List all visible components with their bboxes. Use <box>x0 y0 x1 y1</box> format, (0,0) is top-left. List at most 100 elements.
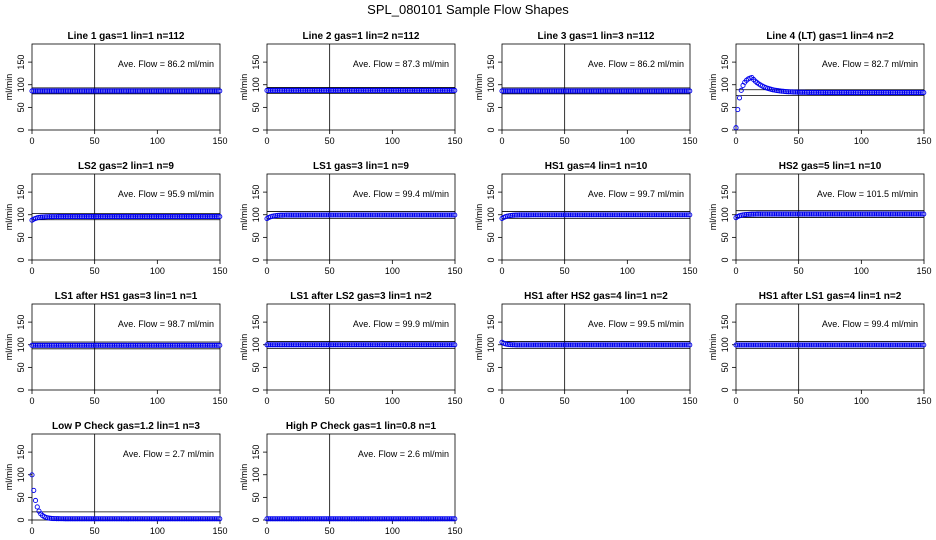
data-point <box>669 342 675 348</box>
data-point <box>842 342 848 348</box>
y-axis-label: ml/min <box>239 204 249 231</box>
data-point <box>373 87 379 94</box>
data-point <box>143 88 149 94</box>
data-point <box>374 516 381 522</box>
data-point <box>529 342 535 348</box>
data-point <box>357 87 363 94</box>
data-point <box>136 214 142 220</box>
data-point <box>636 88 642 94</box>
data-point <box>687 88 693 94</box>
data-point <box>301 212 307 218</box>
data-point <box>627 88 633 94</box>
data-point <box>791 89 797 95</box>
average-flow-annotation: Ave. Flow = 99.4 ml/min <box>822 319 918 329</box>
data-point <box>99 88 105 94</box>
data-point <box>325 212 331 218</box>
data-point <box>678 342 684 348</box>
data-point <box>132 88 139 94</box>
data-point <box>215 88 221 94</box>
data-point <box>203 214 209 220</box>
data-point <box>611 88 617 94</box>
data-point <box>301 516 307 522</box>
plot-frame <box>266 43 456 131</box>
data-point <box>422 516 428 522</box>
data-point <box>775 342 781 348</box>
data-point <box>68 214 74 220</box>
data-point <box>632 88 638 94</box>
data-point <box>348 342 354 348</box>
data-point <box>738 342 744 348</box>
data-point <box>392 342 398 348</box>
data-point <box>143 516 149 522</box>
data-point <box>838 211 844 217</box>
data-point <box>901 211 907 217</box>
data-point <box>573 342 579 348</box>
data-point <box>814 342 820 348</box>
data-point <box>73 516 79 522</box>
data-point <box>592 212 598 218</box>
x-tick-label: 0 <box>29 136 34 146</box>
data-point <box>555 88 561 94</box>
data-point <box>886 90 892 96</box>
data-point <box>80 342 86 348</box>
data-point <box>127 88 133 94</box>
y-tick-label: 100 <box>486 77 496 92</box>
chart-panel: LS1 after HS1 gas=3 lin=1 n=10 50 100 15005… <box>4 291 228 406</box>
data-point <box>171 342 177 348</box>
data-point <box>833 89 839 96</box>
panel-title: LS1 after HS1 gas=3 lin=1 n=1 <box>55 291 198 302</box>
y-tick-label: 100 <box>720 77 730 92</box>
data-point <box>57 516 63 522</box>
data-point <box>638 212 644 218</box>
data-point <box>292 516 298 522</box>
data-point <box>758 342 764 348</box>
data-point <box>624 88 630 94</box>
data-point <box>61 516 67 522</box>
data-point <box>331 212 337 218</box>
data-point <box>196 342 202 348</box>
data-point <box>826 211 832 217</box>
data-point <box>366 212 372 218</box>
data-point <box>595 212 602 218</box>
data-point <box>646 212 652 218</box>
data-point <box>204 88 211 94</box>
data-point <box>789 211 795 217</box>
data-point <box>765 342 771 348</box>
data-point <box>152 516 158 522</box>
data-point <box>168 516 174 522</box>
data-point <box>921 342 927 348</box>
data-point <box>641 342 647 348</box>
data-point <box>660 88 666 94</box>
data-point <box>611 212 617 218</box>
data-point <box>800 89 806 95</box>
data-point <box>103 214 109 220</box>
data-point <box>348 516 354 522</box>
y-tick-label: 150 <box>251 185 261 200</box>
data-point <box>915 90 922 96</box>
data-point <box>815 211 822 217</box>
data-point <box>502 88 509 94</box>
data-point <box>357 516 363 522</box>
data-point <box>118 214 125 220</box>
data-point <box>201 516 207 522</box>
data-point <box>139 214 146 220</box>
y-tick-label: 150 <box>720 55 730 70</box>
data-point <box>134 88 140 94</box>
data-point <box>780 88 786 94</box>
data-point <box>360 87 367 94</box>
data-point <box>653 212 659 218</box>
data-point <box>543 342 549 348</box>
x-tick-label: 0 <box>499 396 504 406</box>
data-point <box>891 90 897 96</box>
data-point <box>425 342 431 348</box>
data-point <box>815 342 822 348</box>
data-point <box>148 342 154 348</box>
data-point <box>274 87 281 94</box>
data-point <box>82 214 88 220</box>
data-point <box>599 88 605 94</box>
data-point <box>75 516 81 522</box>
data-point <box>736 342 743 348</box>
data-point <box>784 89 790 95</box>
data-point <box>196 88 202 94</box>
data-point <box>594 212 600 218</box>
